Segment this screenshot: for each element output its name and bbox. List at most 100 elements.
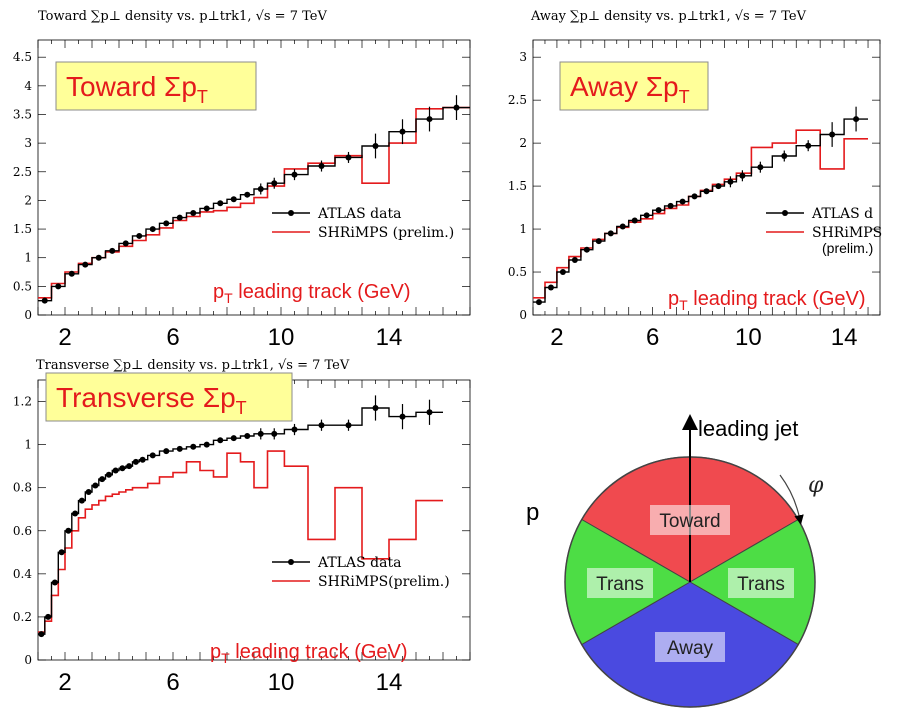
legend-model-label: SHRiMPS (prelim.) <box>318 225 454 241</box>
data-point <box>715 183 722 190</box>
y-tick-label: 0 <box>24 653 32 667</box>
data-point <box>426 116 433 123</box>
data-point <box>176 214 183 221</box>
legend-model-label-extra: (prelim.) <box>822 240 873 256</box>
data-point <box>163 448 170 455</box>
y-tick-label: 3 <box>519 50 527 64</box>
data-point <box>426 409 433 416</box>
data-point <box>55 283 62 290</box>
data-point <box>571 257 578 263</box>
data-point <box>781 153 788 160</box>
y-tick-label: 0.5 <box>13 279 32 293</box>
data-point <box>757 164 764 171</box>
x-tick-label: 10 <box>735 324 762 351</box>
model-series-line <box>38 106 470 299</box>
data-point <box>149 452 156 459</box>
toward-label-box <box>650 505 730 535</box>
x-tick-label: 2 <box>550 324 563 351</box>
data-point <box>318 422 325 429</box>
x-tick-label: 6 <box>166 669 179 696</box>
data-point <box>217 437 224 444</box>
x-tick-label: 14 <box>376 669 403 696</box>
data-point <box>119 465 126 472</box>
data-point <box>136 232 143 239</box>
y-tick-label: 3.5 <box>13 107 32 121</box>
data-point <box>203 205 210 212</box>
data-point <box>727 178 734 185</box>
y-tick-label: 0.5 <box>508 265 527 279</box>
panel-label: Away ΣpT <box>570 71 690 107</box>
y-tick-label: 1.2 <box>13 395 32 409</box>
data-point <box>345 154 352 161</box>
y-tick-label: 1.5 <box>13 222 32 236</box>
y-tick-label: 0.4 <box>13 567 32 581</box>
data-point <box>41 297 48 304</box>
data-point <box>82 261 89 268</box>
data-point <box>399 413 406 420</box>
data-point <box>190 443 197 450</box>
trans-left-label: Trans <box>596 574 644 595</box>
data-point <box>655 207 662 214</box>
toward-label: Toward <box>659 511 720 532</box>
trans-right-label: Trans <box>737 574 785 595</box>
x-tick-label: 2 <box>58 324 71 351</box>
y-tick-label: 3 <box>24 136 32 150</box>
data-point <box>217 200 224 207</box>
chart-title: Toward ∑p⊥ density vs. p⊥trk1, √s = 7 Te… <box>38 9 327 24</box>
data-point <box>149 226 156 233</box>
data-point <box>739 172 746 179</box>
data-point <box>399 128 406 135</box>
legend-data-label: ATLAS data <box>317 206 401 222</box>
y-tick-label: 2 <box>24 193 32 207</box>
x-axis-label: pT leading track (GeV) <box>668 288 866 313</box>
y-tick-label: 4 <box>24 79 32 93</box>
data-point <box>318 163 325 170</box>
data-point <box>112 467 119 474</box>
leading-jet-label: leading jet <box>698 416 798 441</box>
data-point <box>453 104 460 111</box>
data-point <box>583 246 590 253</box>
p-label: p <box>526 499 539 526</box>
data-point <box>257 185 264 192</box>
y-tick-label: 0.8 <box>13 481 32 495</box>
trans-left-label-box <box>587 568 653 598</box>
data-point <box>244 191 251 198</box>
chart-panel-3: Transverse ∑p⊥ density vs. p⊥trk1, √s = … <box>13 358 471 696</box>
data-point <box>132 458 139 465</box>
x-axis-label: pT leading track (GeV) <box>213 281 411 306</box>
y-tick-label: 0.2 <box>13 610 32 624</box>
x-tick-label: 6 <box>166 324 179 351</box>
data-point <box>68 270 75 277</box>
y-tick-label: 0 <box>24 308 32 322</box>
y-tick-label: 1 <box>519 222 527 236</box>
data-point <box>190 210 197 217</box>
data-point <box>109 247 116 254</box>
data-point <box>691 193 698 200</box>
plot-frame <box>37 379 471 661</box>
legend-data-marker <box>782 210 788 216</box>
model-series-line <box>38 450 443 633</box>
x-tick-label: 6 <box>646 324 659 351</box>
panel-label-box <box>559 61 709 111</box>
plot-frame <box>532 39 881 316</box>
y-tick-label: 4.5 <box>13 50 32 64</box>
data-point <box>667 202 674 209</box>
data-point <box>92 482 99 489</box>
data-point <box>244 433 251 439</box>
x-tick-label: 10 <box>268 669 295 696</box>
x-tick-label: 14 <box>376 324 403 351</box>
legend-data-marker <box>288 559 294 565</box>
data-point <box>679 198 686 205</box>
data-point <box>805 142 812 149</box>
data-point <box>230 196 237 203</box>
y-tick-label: 0.6 <box>13 524 32 538</box>
data-point <box>271 430 278 437</box>
y-tick-label: 2 <box>519 136 527 150</box>
chart-title: Away ∑p⊥ density vs. p⊥trk1, √s = 7 TeV <box>530 9 807 24</box>
panel-label: Transverse ΣpT <box>56 382 247 418</box>
data-point <box>535 299 542 306</box>
x-axis-label: pT leading track (GeV) <box>210 641 408 666</box>
legend-data-marker <box>288 210 294 216</box>
data-point <box>559 269 566 276</box>
